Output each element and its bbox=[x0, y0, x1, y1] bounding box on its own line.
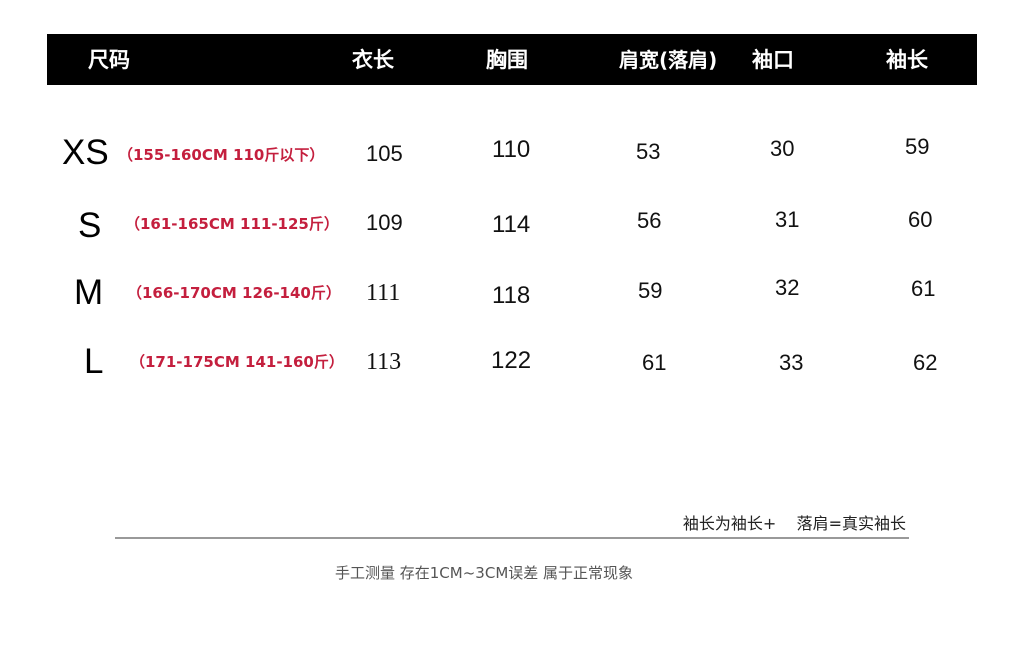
shoulder-value: 59 bbox=[638, 278, 663, 303]
size-range: （166-170CM 126-140斤） bbox=[127, 284, 341, 302]
length-value: 113 bbox=[366, 349, 402, 375]
length-value: 109 bbox=[366, 210, 403, 235]
header-shoulder: 肩宽(落肩) bbox=[619, 48, 718, 72]
sleeve-value: 62 bbox=[913, 350, 938, 375]
shoulder-value: 61 bbox=[642, 350, 667, 375]
chest-value: 110 bbox=[492, 136, 531, 163]
cuff-value: 31 bbox=[775, 207, 800, 232]
shoulder-value: 56 bbox=[637, 208, 662, 233]
header-length: 衣长 bbox=[352, 48, 394, 72]
cuff-value: 33 bbox=[779, 350, 804, 375]
chest-value: 114 bbox=[492, 211, 531, 238]
chest-value: 122 bbox=[491, 347, 532, 374]
header-sleeve: 袖长 bbox=[886, 48, 928, 72]
size-label: S bbox=[78, 206, 102, 245]
table-header-bar bbox=[47, 34, 977, 85]
cuff-value: 32 bbox=[775, 275, 800, 300]
shoulder-value: 53 bbox=[636, 139, 661, 164]
length-value: 111 bbox=[366, 280, 401, 306]
size-range: （155-160CM 110斤以下） bbox=[118, 146, 325, 164]
chest-value: 118 bbox=[492, 282, 531, 309]
size-range: （161-165CM 111-125斤） bbox=[125, 215, 339, 233]
size-range: （171-175CM 141-160斤） bbox=[130, 353, 344, 371]
sleeve-value: 60 bbox=[908, 207, 933, 232]
cuff-value: 30 bbox=[770, 136, 795, 161]
header-size: 尺码 bbox=[88, 48, 130, 72]
divider bbox=[115, 537, 909, 539]
sleeve-value: 59 bbox=[905, 134, 930, 159]
header-cuff: 袖口 bbox=[752, 48, 794, 72]
footer-disclaimer: 手工测量 存在1CM~3CM误差 属于正常现象 bbox=[335, 564, 634, 582]
size-label: L bbox=[84, 342, 104, 381]
header-chest: 胸围 bbox=[486, 48, 528, 72]
sleeve-value: 61 bbox=[911, 276, 936, 301]
size-label: M bbox=[74, 273, 104, 312]
length-value: 105 bbox=[366, 141, 403, 166]
size-label: XS bbox=[62, 133, 109, 172]
measurement-note: 袖长为袖长+ 落肩=真实袖长 bbox=[682, 514, 906, 533]
